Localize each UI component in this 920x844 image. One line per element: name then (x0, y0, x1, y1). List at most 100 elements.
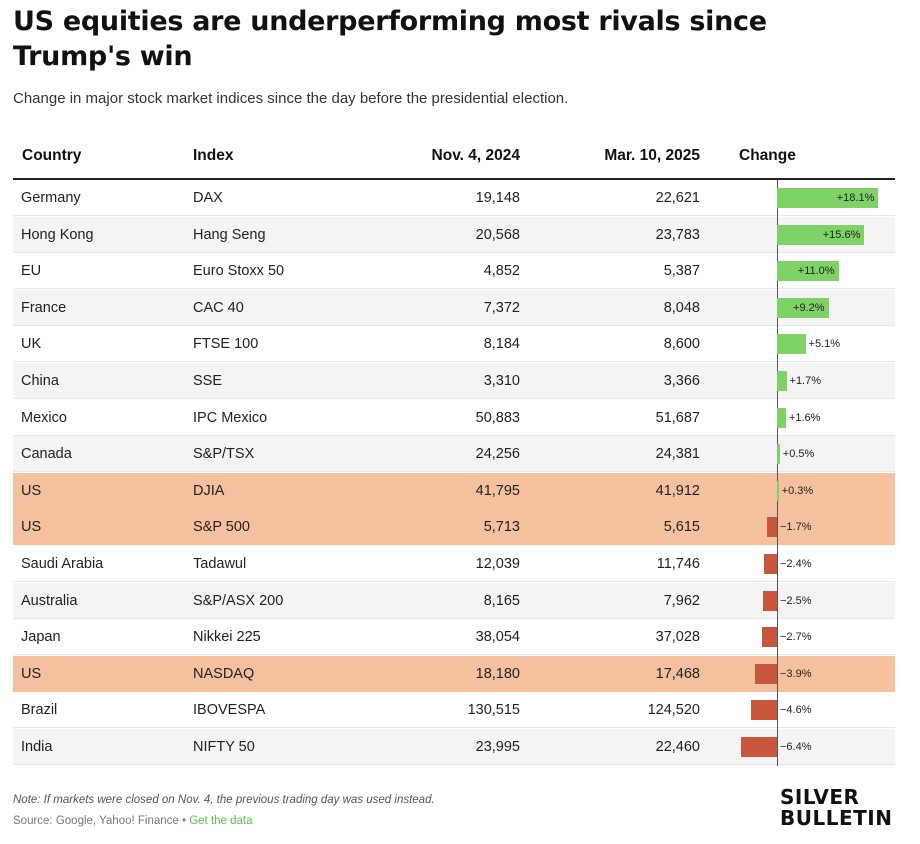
change-bar (777, 481, 779, 501)
cell-nov: 8,184 (483, 336, 520, 352)
logo-line-1: SILVER (780, 785, 860, 809)
cell-index: Nikkei 225 (193, 629, 261, 645)
cell-nov: 4,852 (483, 263, 520, 279)
change-bar (755, 664, 777, 684)
chart-title: US equities are underperforming most riv… (13, 6, 767, 72)
header-index: Index (193, 147, 234, 164)
table-row: Germany DAX 19,148 22,621 (13, 180, 895, 216)
footer-source: Source: Google, Yahoo! Finance • Get the… (13, 815, 253, 827)
cell-country: India (21, 739, 53, 755)
cell-mar: 51,687 (655, 410, 700, 426)
change-bar (777, 298, 829, 318)
source-separator: • (178, 815, 190, 827)
cell-index: SSE (193, 373, 223, 389)
table-row: UK FTSE 100 8,184 8,600 (13, 326, 895, 362)
logo-line-2: BULLETIN (780, 806, 893, 830)
change-label: +9.2% (793, 302, 825, 314)
cell-mar: 3,366 (663, 373, 700, 389)
cell-nov: 38,054 (475, 629, 520, 645)
cell-country: Brazil (21, 702, 58, 718)
table-row: US S&P 500 5,713 5,615 (13, 509, 895, 545)
cell-country: UK (21, 336, 42, 352)
table-row: Brazil IBOVESPA 130,515 124,520 (13, 692, 895, 728)
header-mar: Mar. 10, 2025 (604, 147, 700, 164)
cell-country: Japan (21, 629, 61, 645)
cell-index: S&P/TSX (193, 446, 255, 462)
cell-nov: 41,795 (475, 483, 520, 499)
change-bar (763, 591, 777, 611)
cell-index: NIFTY 50 (193, 739, 255, 755)
change-bar (777, 408, 786, 428)
change-label: −2.5% (780, 595, 812, 607)
cell-mar: 8,048 (663, 300, 700, 316)
cell-index: S&P 500 (193, 519, 250, 535)
change-bar (777, 188, 879, 208)
change-label: −2.4% (780, 558, 812, 570)
change-bar (777, 225, 865, 245)
cell-nov: 12,039 (475, 556, 520, 572)
cell-index: IPC Mexico (193, 410, 268, 426)
cell-mar: 124,520 (647, 702, 700, 718)
cell-country: EU (21, 263, 42, 279)
change-label: −2.7% (780, 631, 812, 643)
cell-nov: 19,148 (475, 190, 520, 206)
cell-country: Mexico (21, 410, 67, 426)
cell-country: Australia (21, 593, 78, 609)
cell-index: Hang Seng (193, 227, 266, 243)
cell-nov: 8,165 (483, 593, 520, 609)
cell-country: France (21, 300, 67, 316)
cell-index: DAX (193, 190, 223, 206)
source-text: Source: Google, Yahoo! Finance (13, 815, 179, 827)
silver-bulletin-logo: SILVER BULLETIN (780, 787, 892, 829)
cell-index: IBOVESPA (193, 702, 266, 718)
cell-index: Tadawul (193, 556, 247, 572)
table-row: Australia S&P/ASX 200 8,165 7,962 (13, 583, 895, 619)
cell-mar: 7,962 (663, 593, 700, 609)
header-nov: Nov. 4, 2024 (431, 147, 520, 164)
change-label: +0.3% (781, 485, 814, 497)
change-label: +1.6% (788, 412, 821, 424)
change-label: +0.5% (782, 448, 815, 460)
change-label: +11.0% (797, 265, 835, 277)
change-label: −3.9% (780, 668, 812, 680)
cell-index: NASDAQ (193, 666, 255, 682)
change-label: +5.1% (808, 338, 841, 350)
change-label: −1.7% (780, 521, 812, 533)
change-label: +1.7% (789, 375, 822, 387)
cell-mar: 23,783 (655, 227, 700, 243)
cell-nov: 3,310 (483, 373, 520, 389)
cell-mar: 22,460 (655, 739, 700, 755)
cell-nov: 20,568 (475, 227, 520, 243)
cell-nov: 7,372 (483, 300, 520, 316)
change-bar (751, 700, 777, 720)
cell-mar: 22,621 (655, 190, 700, 206)
table-row: Canada S&P/TSX 24,256 24,381 (13, 436, 895, 472)
cell-mar: 11,746 (656, 556, 700, 572)
cell-nov: 18,180 (475, 666, 520, 682)
cell-index: S&P/ASX 200 (193, 593, 284, 609)
cell-country: US (21, 666, 42, 682)
change-bar (741, 737, 777, 757)
get-data-link[interactable]: Get the data (189, 815, 253, 827)
change-bar (761, 627, 777, 647)
cell-country: China (21, 373, 59, 389)
table-row: France CAC 40 7,372 8,048 (13, 290, 895, 326)
change-bar (777, 371, 787, 391)
cell-index: DJIA (193, 483, 225, 499)
table-row: Japan Nikkei 225 38,054 37,028 (13, 619, 895, 655)
footer-note: Note: If markets were closed on Nov. 4, … (13, 794, 435, 806)
cell-mar: 41,912 (655, 483, 700, 499)
cell-nov: 130,515 (467, 702, 520, 718)
cell-nov: 5,713 (483, 519, 520, 535)
header-rule (13, 178, 895, 180)
change-label: +15.6% (822, 229, 861, 241)
change-bar (777, 334, 806, 354)
cell-country: Saudi Arabia (21, 556, 104, 572)
change-zero-axis (777, 180, 778, 766)
table-row: China SSE 3,310 3,366 (13, 363, 895, 399)
cell-mar: 5,615 (663, 519, 700, 535)
header-change: Change (739, 147, 796, 164)
cell-country: US (21, 519, 42, 535)
cell-index: Euro Stoxx 50 (193, 263, 285, 279)
table-row: EU Euro Stoxx 50 4,852 5,387 (13, 253, 895, 289)
